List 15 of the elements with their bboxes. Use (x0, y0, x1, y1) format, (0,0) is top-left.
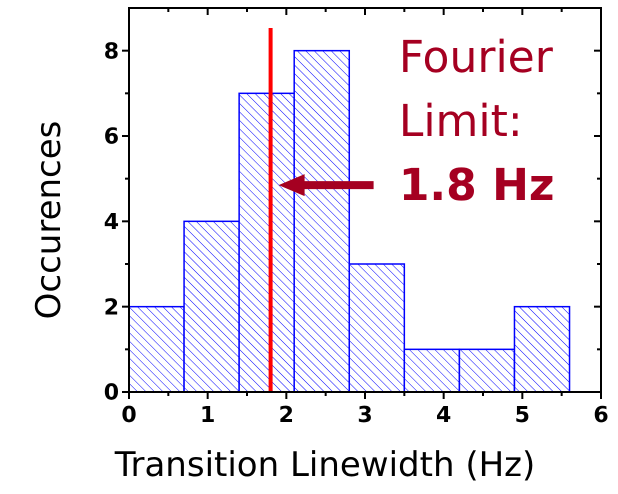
y-tick-label: 6 (104, 124, 119, 150)
x-tick-label: 3 (357, 403, 373, 428)
y-tick-label: 0 (104, 380, 119, 406)
x-tick-label: 4 (436, 403, 452, 428)
x-tick-label: 1 (200, 403, 216, 428)
annotation: Fourier Limit: 1.8 Hz (398, 32, 555, 211)
y-axis-title: Occurences (29, 120, 69, 320)
y-tick-label: 4 (104, 210, 119, 236)
x-tick-label: 2 (278, 403, 294, 428)
y-tick-label: 2 (104, 295, 119, 320)
x-tick-label: 6 (593, 403, 609, 428)
x-tick-label: 0 (121, 403, 137, 428)
y-tick-label: 8 (104, 39, 119, 64)
x-tick-label: 5 (514, 403, 530, 428)
x-axis-title: Transition Linewidth (Hz) (114, 445, 536, 485)
